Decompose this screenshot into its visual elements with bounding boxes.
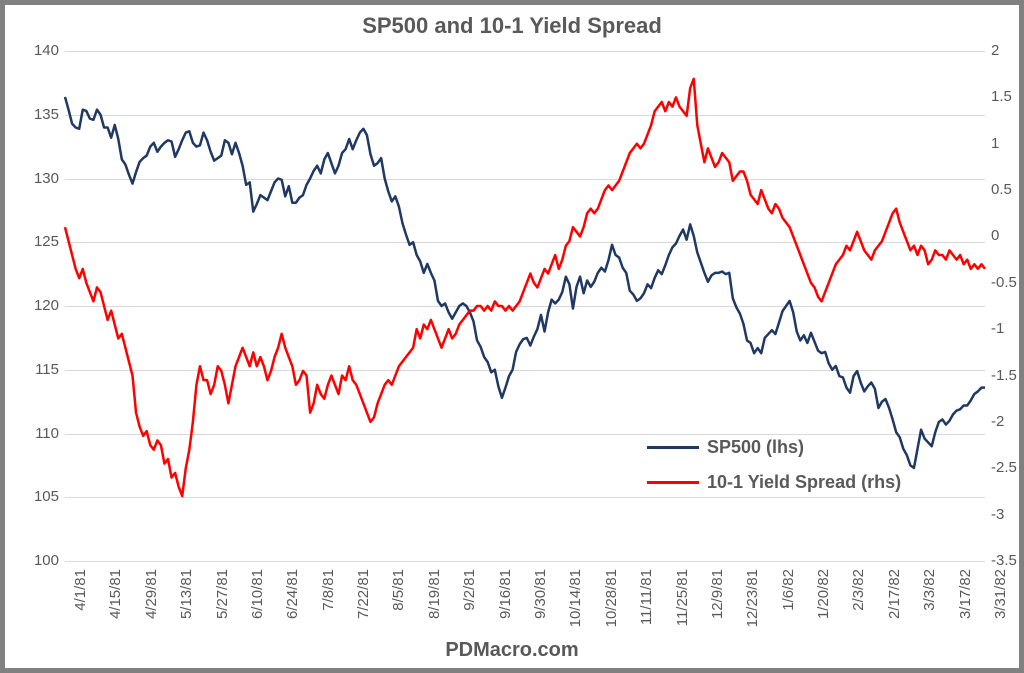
xtick: 8/19/81	[426, 569, 443, 649]
ytick-left: 120	[19, 297, 59, 314]
xtick: 4/1/81	[72, 569, 89, 649]
xtick: 5/13/81	[178, 569, 195, 649]
legend-swatch	[647, 446, 699, 449]
ytick-right: -2.5	[991, 459, 1017, 476]
xtick: 11/11/81	[638, 569, 655, 649]
legend-label: SP500 (lhs)	[707, 437, 804, 458]
legend: SP500 (lhs) 10-1 Yield Spread (rhs)	[647, 437, 901, 507]
ytick-left: 125	[19, 233, 59, 250]
xtick: 1/6/82	[780, 569, 797, 649]
series-line	[65, 79, 985, 496]
legend-item: 10-1 Yield Spread (rhs)	[647, 472, 901, 493]
legend-label: 10-1 Yield Spread (rhs)	[707, 472, 901, 493]
xtick: 9/16/81	[497, 569, 514, 649]
xtick: 7/8/81	[320, 569, 337, 649]
legend-item: SP500 (lhs)	[647, 437, 901, 458]
legend-swatch	[647, 481, 699, 484]
xtick: 9/2/81	[461, 569, 478, 649]
xtick: 5/27/81	[214, 569, 231, 649]
xtick: 12/9/81	[709, 569, 726, 649]
xtick: 10/28/81	[603, 569, 620, 649]
ytick-right: -0.5	[991, 274, 1017, 291]
xtick: 12/23/81	[744, 569, 761, 649]
xtick: 7/22/81	[355, 569, 372, 649]
xtick: 2/17/82	[886, 569, 903, 649]
ytick-right: 1	[991, 135, 999, 152]
xtick: 6/24/81	[284, 569, 301, 649]
xtick: 11/25/81	[674, 569, 691, 649]
xtick: 8/5/81	[390, 569, 407, 649]
xtick: 4/29/81	[143, 569, 160, 649]
ytick-right: 2	[991, 42, 999, 59]
xtick: 2/3/82	[850, 569, 867, 649]
ytick-left: 130	[19, 170, 59, 187]
ytick-right: -2	[991, 413, 1004, 430]
ytick-right: -1.5	[991, 367, 1017, 384]
ytick-left: 115	[19, 361, 59, 378]
xtick: 3/31/82	[992, 569, 1009, 649]
ytick-right: -1	[991, 320, 1004, 337]
xtick: 3/17/82	[957, 569, 974, 649]
xtick: 1/20/82	[815, 569, 832, 649]
ytick-right: 0	[991, 227, 999, 244]
ytick-left: 140	[19, 42, 59, 59]
ytick-left: 105	[19, 488, 59, 505]
gridline	[65, 561, 985, 562]
ytick-right: 1.5	[991, 88, 1012, 105]
ytick-right: -3	[991, 506, 1004, 523]
chart-container: SP500 and 10-1 Yield Spread PDMacro.com …	[0, 0, 1024, 673]
xtick: 9/30/81	[532, 569, 549, 649]
ytick-right: -3.5	[991, 552, 1017, 569]
ytick-left: 100	[19, 552, 59, 569]
ytick-right: 0.5	[991, 181, 1012, 198]
xtick: 6/10/81	[249, 569, 266, 649]
xtick: 3/3/82	[921, 569, 938, 649]
xtick: 10/14/81	[567, 569, 584, 649]
ytick-left: 110	[19, 425, 59, 442]
xtick: 4/15/81	[107, 569, 124, 649]
chart-title: SP500 and 10-1 Yield Spread	[5, 13, 1019, 39]
ytick-left: 135	[19, 106, 59, 123]
series-line	[65, 97, 985, 468]
